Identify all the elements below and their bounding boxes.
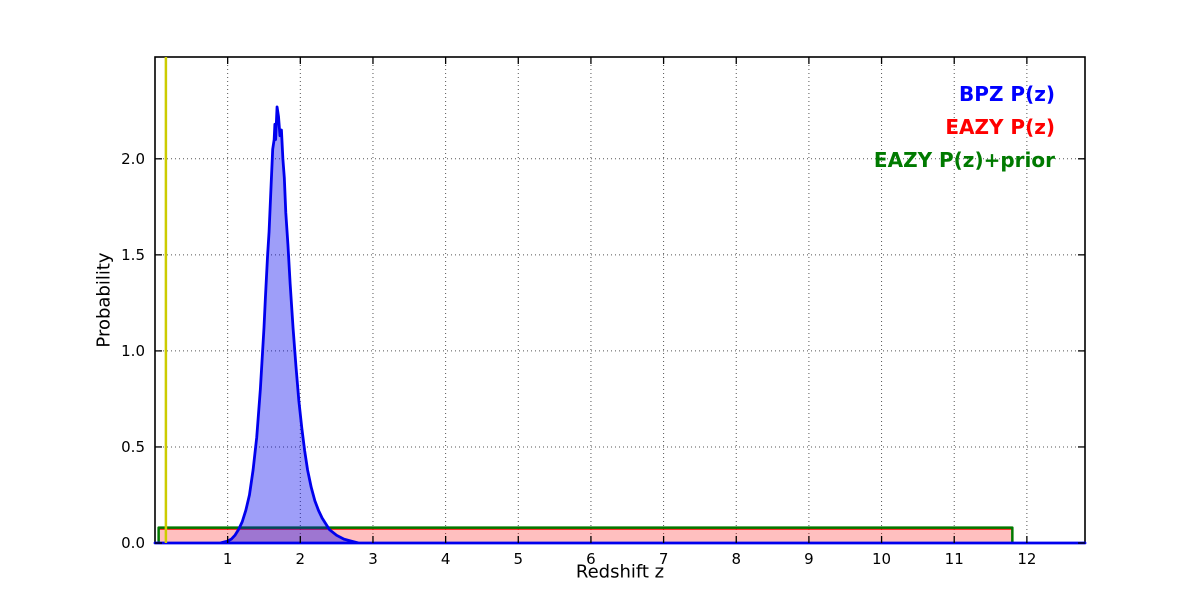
svg-text:8: 8 [731,550,741,568]
svg-text:6: 6 [586,550,596,568]
svg-text:1: 1 [223,550,233,568]
svg-text:2.0: 2.0 [121,150,145,168]
legend-item: EAZY P(z) [945,115,1055,139]
svg-text:3: 3 [368,550,378,568]
svg-text:0.5: 0.5 [121,438,145,456]
svg-text:5: 5 [514,550,524,568]
legend-item: BPZ P(z) [959,82,1055,106]
svg-text:12: 12 [1017,550,1036,568]
legend: BPZ P(z) EAZY P(z) EAZY P(z)+prior [874,78,1055,177]
svg-text:1.0: 1.0 [121,342,145,360]
svg-text:9: 9 [804,550,814,568]
svg-text:2: 2 [296,550,306,568]
svg-text:1.5: 1.5 [121,246,145,264]
legend-item: EAZY P(z)+prior [873,148,1055,172]
x-axis-label: Redshift z [575,561,665,583]
svg-text:4: 4 [441,550,451,568]
svg-text:7: 7 [659,550,669,568]
svg-text:10: 10 [872,550,891,568]
y-axis-label: Probability [93,252,115,348]
svg-text:11: 11 [945,550,964,568]
svg-text:0.0: 0.0 [121,534,145,552]
